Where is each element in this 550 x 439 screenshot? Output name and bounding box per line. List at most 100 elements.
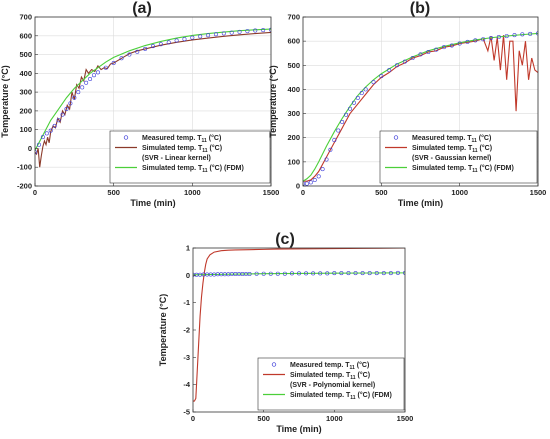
legend-label: Simulated temp. T11 (°C): [142, 144, 222, 154]
series-marker: [303, 181, 305, 186]
series-marker: [488, 36, 493, 41]
legend: Measured temp. T11 (°C)Simulated temp. T…: [109, 130, 271, 184]
x-tick-label: 1500: [530, 188, 547, 197]
series-marker: [282, 271, 287, 276]
x-tick-label: 1000: [326, 414, 343, 423]
legend-box: [109, 130, 271, 184]
series-line-2: [35, 28, 271, 151]
y-axis-label: Temperature (°C): [0, 65, 10, 137]
y-tick-label: 300: [287, 109, 300, 118]
series-marker: [289, 271, 294, 276]
legend-item-0: Measured temp. T11 (°C): [393, 134, 491, 144]
y-tick-label: 100: [19, 125, 32, 134]
series-marker: [60, 112, 65, 117]
series-marker: [339, 271, 344, 276]
chart-panel-b: 0 500 1000 1500 0 100 200 300 400 500 600 700 Time (…: [268, 0, 546, 208]
series-marker: [103, 65, 108, 70]
legend-box: [257, 357, 405, 411]
series-marker: [449, 43, 454, 48]
series-marker: [198, 34, 203, 39]
x-tick-label: 1500: [397, 414, 414, 423]
series-marker: [52, 123, 57, 128]
y-tick-label: 600: [19, 31, 32, 40]
series-marker: [473, 38, 478, 43]
series-marker: [402, 59, 407, 64]
series-line-1: [193, 248, 405, 402]
series-marker: [410, 56, 415, 61]
plot-frame: [302, 16, 539, 187]
series-marker: [496, 35, 501, 40]
series-marker: [92, 73, 97, 78]
y-tick-label: 0: [186, 271, 190, 280]
series-marker: [48, 128, 53, 133]
series-marker: [182, 37, 187, 42]
series-marker: [388, 271, 393, 276]
series-marker: [325, 271, 330, 276]
series-marker: [35, 150, 37, 155]
series-marker: [84, 80, 89, 85]
series-marker: [36, 142, 41, 147]
series-group: [193, 248, 405, 402]
series-marker: [324, 157, 329, 162]
legend-label: Simulated temp. T11 (°C): [412, 144, 492, 154]
legend-label: Measured temp. T11 (°C): [290, 361, 369, 371]
y-tick-label: 0: [28, 144, 32, 153]
series-marker: [379, 74, 384, 79]
series-marker: [111, 61, 116, 66]
x-tick-label: 1000: [451, 188, 468, 197]
series-marker: [261, 28, 266, 33]
legend-item-2: Simulated temp. T11 (°C) (FDM): [385, 164, 514, 174]
legend: Measured temp. T11 (°C)Simulated temp. T…: [257, 357, 405, 411]
y-tick-label: -4: [183, 380, 190, 389]
series-marker: [457, 41, 462, 46]
series-marker: [332, 271, 337, 276]
series-marker: [528, 31, 533, 36]
series-marker: [247, 271, 252, 276]
legend-item-2: Simulated temp. T11 (°C) (FDM): [263, 391, 392, 401]
y-tick-label: 500: [19, 50, 32, 59]
y-tick-label: 700: [287, 13, 300, 22]
series-marker: [340, 120, 345, 125]
series-marker: [336, 128, 341, 133]
series-line-2: [193, 272, 405, 276]
legend-label: Measured temp. T11 (°C): [142, 134, 221, 144]
series-marker: [221, 31, 226, 36]
plot-frame: [34, 16, 272, 187]
series-marker: [312, 177, 317, 182]
series-marker: [166, 40, 171, 45]
series-marker: [418, 52, 423, 57]
y-tick-label: -200: [17, 182, 32, 191]
series-marker: [95, 70, 100, 75]
series-marker: [426, 50, 431, 55]
y-tick-label: 500: [287, 61, 300, 70]
legend-item-2: Simulated temp. T11 (°C) (FDM): [115, 164, 244, 174]
series-group: [35, 27, 271, 168]
y-tick-label: 300: [19, 88, 32, 97]
series-marker: [441, 45, 446, 50]
series-marker: [355, 95, 360, 100]
legend-label: Simulated temp. T11 (°C) (FDM): [290, 391, 392, 401]
series-marker: [353, 271, 358, 276]
series-marker: [143, 46, 148, 51]
legend-label: Simulated temp. T11 (°C): [290, 371, 370, 381]
legend-item-1: Simulated temp. T11 (°C)(SVR - Gaussian …: [385, 144, 492, 162]
series-marker: [80, 85, 85, 90]
y-tick-label: -5: [183, 408, 190, 417]
series-marker: [332, 138, 337, 143]
series-marker: [351, 100, 356, 105]
x-tick-label: 500: [257, 414, 270, 423]
series-marker: [253, 28, 258, 33]
legend-swatch-marker: [393, 135, 399, 140]
series-marker: [237, 29, 242, 34]
series-marker: [346, 271, 351, 276]
series-marker: [76, 90, 81, 95]
y-tick-label: 200: [287, 133, 300, 142]
legend-box: [379, 130, 538, 184]
panel-label: (a): [132, 0, 152, 17]
x-axis-label: Time (min): [276, 424, 321, 434]
legend-label: Simulated temp. T11 (°C) (FDM): [412, 164, 514, 174]
series-marker: [367, 271, 372, 276]
series-marker: [320, 167, 325, 172]
series-marker: [318, 271, 323, 276]
x-tick-label: 0: [33, 188, 37, 197]
